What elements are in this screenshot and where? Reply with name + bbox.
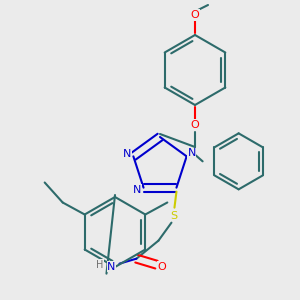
Text: S: S	[170, 211, 177, 221]
Text: N: N	[134, 185, 142, 195]
Text: N: N	[107, 262, 116, 272]
Text: N: N	[188, 148, 196, 158]
Text: O: O	[190, 120, 200, 130]
Text: N: N	[123, 149, 132, 159]
Text: H: H	[96, 260, 103, 270]
Text: O: O	[157, 262, 166, 272]
Text: O: O	[190, 10, 200, 20]
